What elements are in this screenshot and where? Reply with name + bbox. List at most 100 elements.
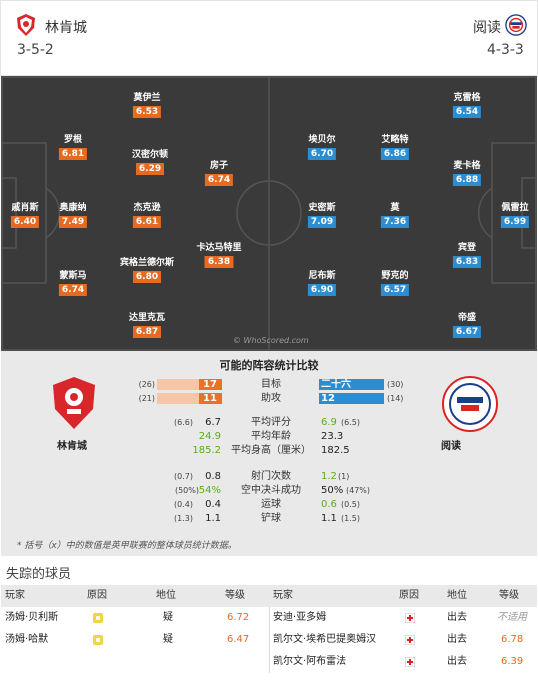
away-league-avg: (14) bbox=[387, 394, 404, 403]
status: 出去 bbox=[447, 656, 467, 667]
home-value: 54% bbox=[198, 485, 221, 496]
away-player[interactable]: 莫 7.36 bbox=[380, 203, 410, 228]
player-rating: 6.86 bbox=[380, 148, 410, 160]
home-player[interactable]: 莫伊兰 6.53 bbox=[132, 93, 162, 118]
home-player[interactable]: 奥康纳 7.49 bbox=[58, 203, 88, 228]
player-rating: 7.49 bbox=[58, 216, 88, 228]
missing-players-title: 失踪的球员 bbox=[6, 567, 72, 582]
tackles-row: (1.3) 1.1 铲球 1.1 (1.5) bbox=[1, 513, 537, 525]
home-value: 24.9 bbox=[198, 431, 221, 442]
player-rating: 6.29 bbox=[135, 163, 165, 175]
player-rating: 6.57 bbox=[380, 284, 410, 296]
stat-label: 平均年龄 bbox=[251, 431, 291, 442]
away-team-name[interactable]: 阅读 bbox=[473, 20, 501, 36]
away-value: 23.3 bbox=[321, 431, 344, 442]
player-rating: 6.67 bbox=[452, 326, 482, 338]
away-missing-player[interactable]: 安迪·亚多姆 bbox=[273, 612, 327, 623]
away-league-avg: (1.5) bbox=[341, 514, 360, 523]
stat-label: 平均评分 bbox=[251, 417, 291, 428]
doubtful-icon bbox=[93, 613, 103, 623]
rating: 6.47 bbox=[227, 634, 250, 645]
doubtful-icon bbox=[93, 635, 103, 645]
away-value: 二十六 bbox=[321, 379, 351, 390]
avg-rating-row: (6.6) 6.7 平均评分 6.9 (6.5) bbox=[1, 417, 537, 429]
player-name: 汉密尔顿 bbox=[131, 150, 169, 160]
player-name: 达里克瓦 bbox=[128, 313, 166, 323]
home-player[interactable]: 戚肖斯 6.40 bbox=[10, 203, 40, 228]
away-player[interactable]: 野克的 6.57 bbox=[380, 271, 410, 296]
home-league-avg: (0.7) bbox=[174, 472, 193, 481]
col-rating: 等级 bbox=[499, 590, 519, 601]
home-bar-track bbox=[157, 393, 222, 404]
player-rating: 6.81 bbox=[58, 148, 88, 160]
col-status: 地位 bbox=[447, 590, 467, 601]
table-row: 汤姆·哈默 疑 6.47 凯尔文·埃希巴提奥姆汉 出去 6.78 bbox=[1, 629, 537, 651]
player-rating: 6.40 bbox=[10, 216, 40, 228]
away-player[interactable]: 佩雷拉 6.99 bbox=[500, 203, 530, 228]
player-name: 宾登 bbox=[457, 243, 476, 253]
table-row: 汤姆·贝利斯 疑 6.72 安迪·亚多姆 出去 不适用 bbox=[1, 607, 537, 629]
table-header: 玩家 原因 地位 等级 玩家 原因 地位 等级 bbox=[1, 585, 537, 607]
player-name: 戚肖斯 bbox=[11, 203, 39, 213]
home-player[interactable]: 蒙斯马 6.74 bbox=[58, 271, 88, 296]
rating: 不适用 bbox=[497, 612, 527, 623]
away-player[interactable]: 宾登 6.83 bbox=[452, 243, 482, 268]
home-player[interactable]: 杰克逊 6.61 bbox=[132, 203, 162, 228]
home-player[interactable]: 卡达马特里 6.38 bbox=[196, 243, 242, 268]
player-rating: 6.54 bbox=[452, 106, 482, 118]
player-rating: 6.70 bbox=[307, 148, 337, 160]
stat-label: 目标 bbox=[261, 379, 281, 390]
divider bbox=[269, 629, 270, 651]
home-bar-fill bbox=[199, 393, 222, 404]
home-player[interactable]: 汉密尔顿 6.29 bbox=[132, 150, 168, 175]
away-player[interactable]: 帝盛 6.67 bbox=[452, 313, 482, 338]
away-player[interactable]: 艾略特 6.86 bbox=[380, 135, 410, 160]
stat-label: 射门次数 bbox=[251, 471, 291, 482]
away-player[interactable]: 史密斯 7.09 bbox=[307, 203, 337, 228]
home-missing-player[interactable]: 汤姆·哈默 bbox=[5, 634, 49, 645]
injury-icon bbox=[405, 613, 415, 623]
lincoln-city-crest-icon bbox=[17, 14, 35, 36]
player-name: 野克的 bbox=[381, 271, 409, 281]
away-player[interactable]: 埃贝尔 6.70 bbox=[307, 135, 337, 160]
player-name: 埃贝尔 bbox=[308, 135, 336, 145]
player-rating: 6.90 bbox=[307, 284, 337, 296]
avg-height-row: 185.2 平均身高（厘米） 182.5 bbox=[1, 445, 537, 457]
player-rating: 7.09 bbox=[307, 216, 337, 228]
player-name: 莫 bbox=[390, 203, 400, 213]
away-missing-player[interactable]: 凯尔文·阿布雷法 bbox=[273, 656, 347, 667]
status: 疑 bbox=[163, 612, 173, 623]
status: 疑 bbox=[163, 634, 173, 645]
reading-crest-icon bbox=[505, 14, 527, 36]
home-player[interactable]: 房子 6.74 bbox=[204, 161, 234, 186]
home-player[interactable]: 达里克瓦 6.87 bbox=[129, 313, 165, 338]
away-missing-player[interactable]: 凯尔文·埃希巴提奥姆汉 bbox=[273, 634, 377, 645]
pitch-markings bbox=[1, 76, 537, 351]
col-status: 地位 bbox=[156, 590, 176, 601]
stat-label: 运球 bbox=[261, 499, 281, 510]
player-name: 尼布斯 bbox=[308, 271, 336, 281]
status: 出去 bbox=[447, 634, 467, 645]
player-rating: 6.87 bbox=[132, 326, 162, 338]
lineup-comparison: 可能的阵容统计比较 林肯城 阅读 (26) 17 目标 二十六 (30) (21… bbox=[1, 351, 537, 556]
home-value: 11 bbox=[203, 393, 217, 404]
table-row: 凯尔文·阿布雷法 出去 6.39 bbox=[1, 651, 537, 673]
away-player[interactable]: 麦卡格 6.88 bbox=[452, 161, 482, 186]
stat-label: 平均身高（厘米） bbox=[231, 445, 311, 456]
comparison-footnote: * 括号（x）中的数值是英甲联赛的整体球员统计数据。 bbox=[17, 541, 237, 551]
home-player[interactable]: 宾格兰德尔斯 6.80 bbox=[120, 258, 174, 283]
home-missing-player[interactable]: 汤姆·贝利斯 bbox=[5, 612, 59, 623]
home-league-avg: (50%) bbox=[174, 486, 199, 495]
home-bar-track bbox=[157, 379, 222, 390]
col-reason: 原因 bbox=[399, 590, 419, 601]
player-rating: 6.83 bbox=[452, 256, 482, 268]
pitch: 莫伊兰 6.53 罗根 6.81 汉密尔顿 6.29 房子 6.74 戚肖斯 6.40 奥… bbox=[1, 76, 537, 351]
comparison-title: 可能的阵容统计比较 bbox=[219, 359, 319, 372]
away-player[interactable]: 尼布斯 6.90 bbox=[307, 271, 337, 296]
aerials-won-row: (50%) 54% 空中决斗成功 50% (47%) bbox=[1, 485, 537, 497]
reading-crest-icon bbox=[442, 376, 498, 432]
home-team-name[interactable]: 林肯城 bbox=[45, 20, 87, 36]
player-name: 佩雷拉 bbox=[501, 203, 529, 213]
away-player[interactable]: 克雷格 6.54 bbox=[452, 93, 482, 118]
home-player[interactable]: 罗根 6.81 bbox=[58, 135, 88, 160]
